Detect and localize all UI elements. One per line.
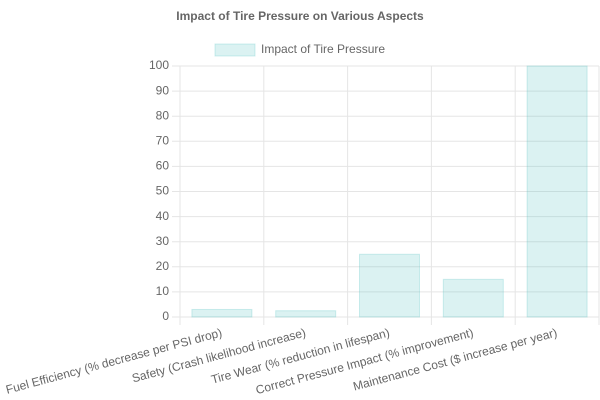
y-tick-label: 50	[156, 184, 170, 198]
y-tick-label: 100	[149, 58, 169, 72]
y-tick-label: 90	[156, 83, 170, 97]
legend-label: Impact of Tire Pressure	[261, 42, 385, 56]
bar	[191, 308, 253, 318]
chart-title: Impact of Tire Pressure on Various Aspec…	[176, 9, 424, 23]
y-tick-label: 0	[162, 309, 169, 323]
y-tick-label: 60	[156, 159, 170, 173]
bar	[359, 253, 420, 318]
y-tick-label: 40	[156, 209, 170, 223]
legend-swatch	[214, 43, 256, 57]
y-tick-label: 80	[156, 108, 170, 122]
bar	[275, 310, 337, 318]
y-tick-label: 20	[156, 259, 170, 273]
y-tick-label: 10	[156, 284, 170, 298]
bar	[526, 65, 588, 318]
y-tick-label: 30	[156, 234, 170, 248]
bar	[442, 278, 504, 318]
y-tick-label: 70	[156, 133, 170, 147]
